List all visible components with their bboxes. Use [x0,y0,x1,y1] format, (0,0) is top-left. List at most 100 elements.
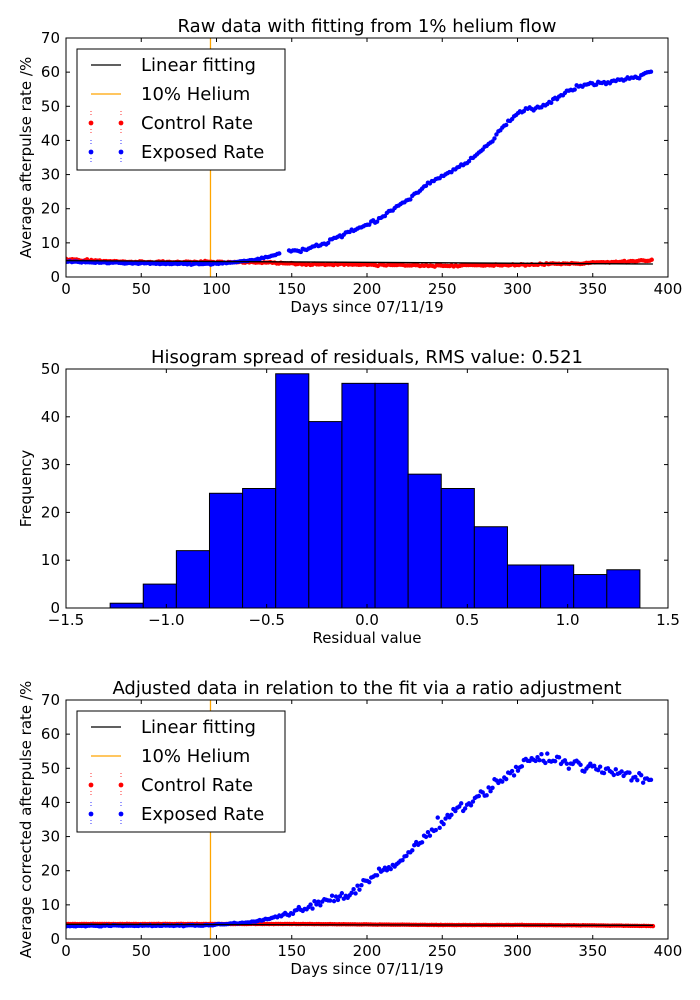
y-tick-label: 20 [41,862,60,880]
exposed-rate-point [545,751,550,756]
x-axis-label: Days since 07/11/19 [290,298,443,316]
histogram-bar [109,602,144,609]
x-tick-label: 200 [353,942,382,960]
x-tick-label: 150 [277,280,306,298]
exposed-rate-point [639,772,644,778]
exposed-rate-point [404,853,409,859]
exposed-rate-point [633,774,638,780]
x-tick-label: 0.5 [455,611,479,629]
x-tick-label: 350 [578,280,607,298]
y-axis-label: Average corrected afterpulse rate /% [17,681,35,958]
exposed-rate-point [490,785,495,791]
exposed-rate-point [549,100,554,106]
legend-label: Control Rate [141,775,253,796]
exposed-rate-point [537,757,542,763]
chart-title: Hisogram spread of residuals, RMS value:… [151,347,583,368]
exposed-rate-point [513,764,519,770]
exposed-rate-point [433,827,438,833]
x-tick-label: 0 [61,280,71,298]
legend-label: Exposed Rate [141,804,264,825]
exposed-rate-point [488,789,493,794]
histogram-bar [175,550,210,609]
exposed-rate-point [374,219,380,224]
exposed-rate-point [627,770,632,775]
exposed-rate-point [419,840,425,845]
y-tick-label: 50 [41,759,60,777]
exposed-rate-point [648,69,654,74]
exposed-rate-point [331,898,337,904]
exposed-rate-point [592,763,597,769]
exposed-rate-point [543,760,548,766]
x-tick-label: −0.5 [248,611,284,629]
histogram-bar [407,473,442,609]
histogram-bar [275,373,310,609]
exposed-rate-point [595,767,601,773]
chart-panel-1: 0 50 100 150 200 250 300 350 400 0 10 20 30 40 50 60 70 R… [17,16,682,316]
x-tick-label: 150 [277,942,306,960]
legend-swatch-dot [88,811,94,817]
histogram-bar [374,382,409,609]
legend-label: 10% Helium [141,746,250,767]
y-tick-label: 30 [41,456,60,474]
histogram-bar [242,488,277,609]
legend: Linear fitting 10% Helium Control Rate Expo… [76,48,286,171]
exposed-rate-point [648,777,654,783]
exposed-rate-point [509,768,515,774]
exposed-rate-point [515,768,521,773]
exposed-rate-point [611,772,617,778]
control-rate-point [649,257,654,262]
histogram-bar [308,421,343,609]
legend-frame [76,710,286,833]
exposed-rate-point [441,821,446,827]
legend-swatch-dot [118,811,124,817]
exposed-rate-point [353,891,358,896]
x-tick-label: 0.0 [355,611,379,629]
exposed-rate-point [492,136,497,141]
control-rate-point [650,923,656,929]
exposed-rate-point [572,87,577,92]
exposed-rate-point [486,785,491,790]
exposed-rate-point [494,132,499,137]
x-tick-label: 1.0 [556,611,580,629]
exposed-rate-point [500,779,505,784]
exposed-rate-point [349,890,354,896]
x-tick-label: 200 [353,280,382,298]
exposed-rate-point [619,769,624,774]
legend-frame [76,48,286,171]
exposed-rate-point [637,76,642,81]
x-tick-label: 50 [132,280,151,298]
y-tick-label: 50 [41,360,60,378]
chart-title: Adjusted data in relation to the fit via… [112,678,621,699]
exposed-rate-point [408,197,413,202]
x-tick-label: 100 [202,280,231,298]
y-tick-label: 70 [41,29,60,47]
legend-swatch-dot [118,782,124,788]
y-tick-label: 0 [50,268,60,286]
exposed-rate-point [374,873,380,878]
exposed-rate-point [359,883,364,888]
exposed-rate-point [480,790,485,795]
x-tick-label: 250 [428,280,457,298]
linear-fit-line [66,259,653,265]
x-tick-label: 350 [578,942,607,960]
x-tick-label: 1.5 [656,611,680,629]
histogram-bar [208,492,244,609]
legend-swatch-dot [88,149,94,155]
exposed-rate-point [459,801,464,806]
exposed-rate-point [327,898,333,903]
exposed-rate-point [449,812,454,818]
exposed-rate-point [423,183,429,189]
y-tick-label: 40 [41,131,60,149]
x-tick-label: 50 [132,942,151,960]
x-tick-label: 100 [202,942,231,960]
y-tick-label: 50 [41,97,60,115]
y-axis-label: Average afterpulse rate /% [17,57,35,258]
x-tick-label: 250 [428,942,457,960]
exposed-rate-point [357,887,362,892]
exposed-rate-point [470,799,476,804]
plot-area [66,38,654,277]
exposed-rate-point [443,816,448,821]
histogram-bar [440,488,475,609]
exposed-rate-point [423,834,429,840]
